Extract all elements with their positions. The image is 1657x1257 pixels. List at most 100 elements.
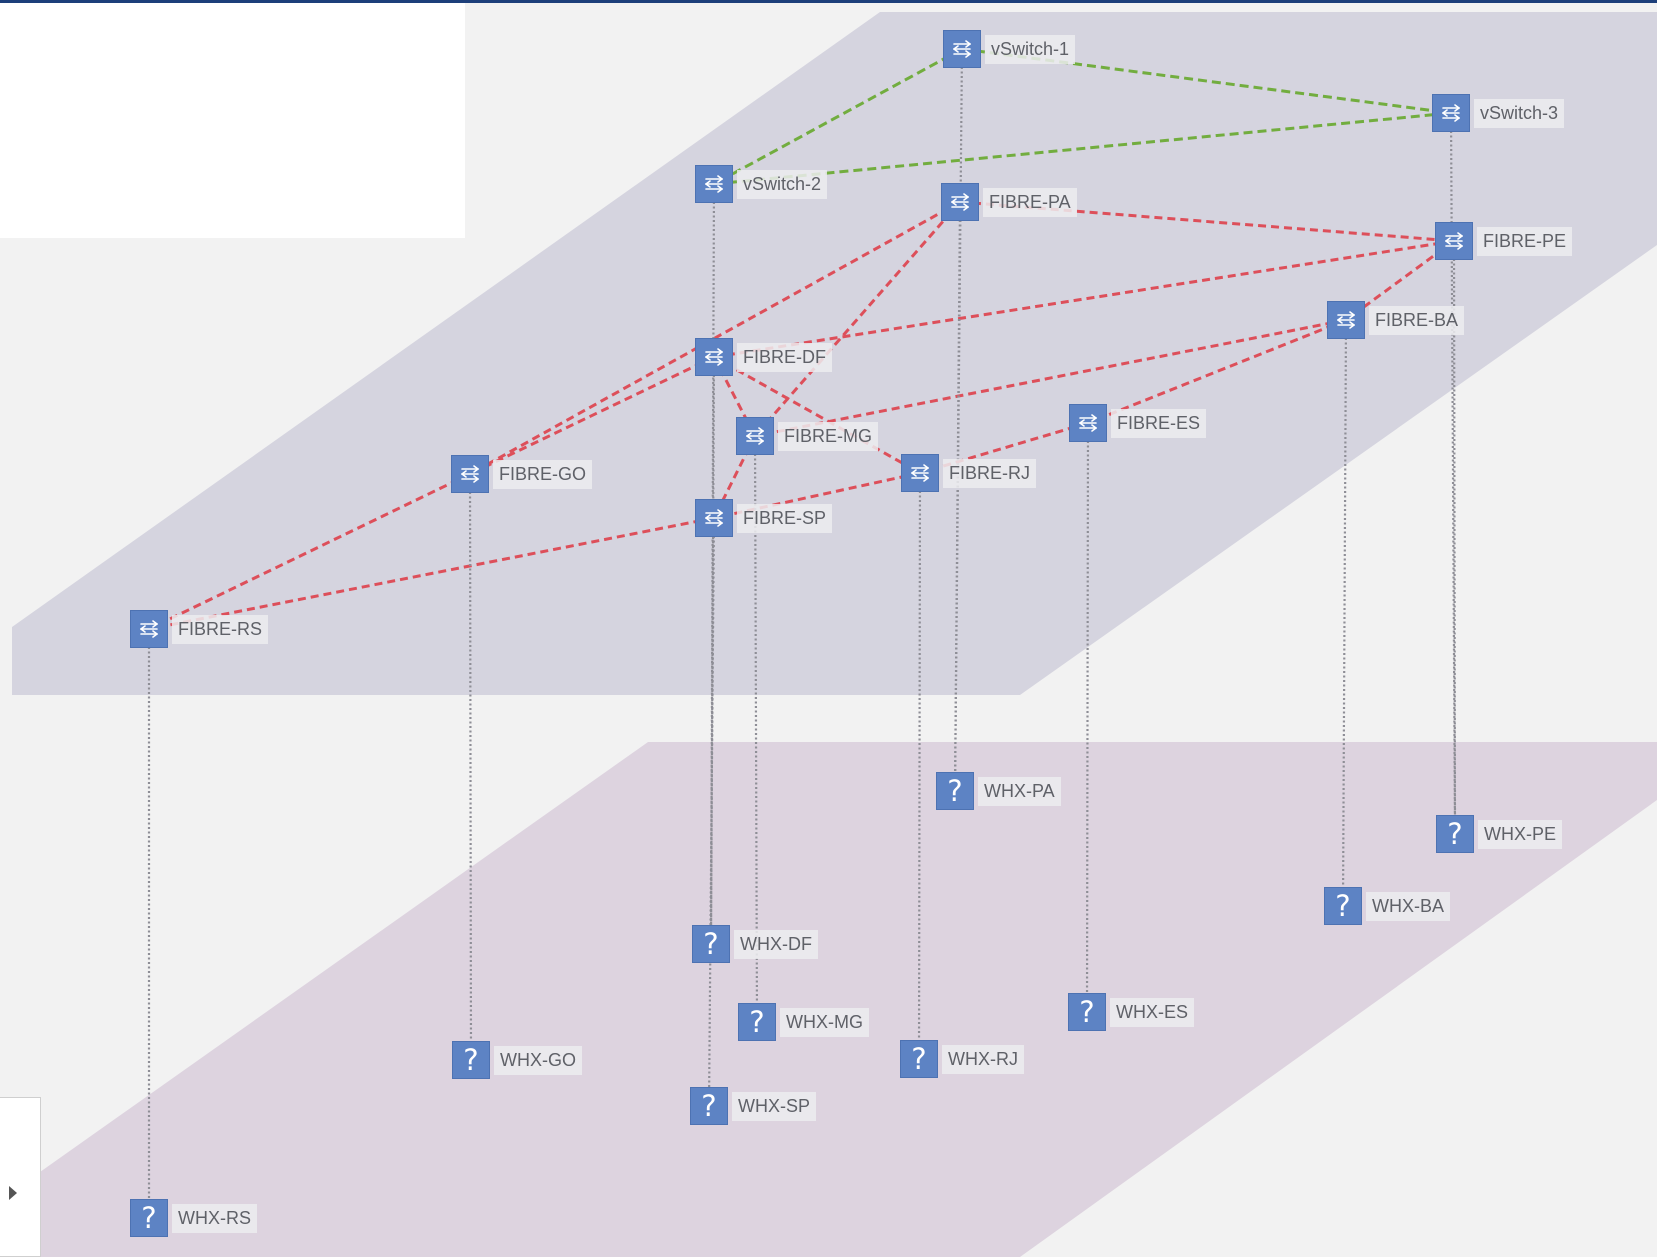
- node-sp[interactable]: FIBRE-SP: [695, 499, 833, 537]
- node-wdf[interactable]: ? WHX-DF: [692, 925, 818, 963]
- node-rs[interactable]: FIBRE-RS: [130, 610, 269, 648]
- fibre-link-df-rj[interactable]: [713, 355, 921, 475]
- fibre-link-ba-mg[interactable]: [754, 318, 1347, 438]
- membership-link-go-wgo[interactable]: [468, 473, 473, 1061]
- node-rj[interactable]: FIBRE-RJ: [901, 454, 1036, 492]
- network-switch-icon[interactable]: [736, 417, 774, 455]
- node-label: FIBRE-PA: [983, 187, 1077, 217]
- header-bar: [0, 0, 1657, 3]
- node-label: WHX-DF: [734, 929, 818, 959]
- node-vs2[interactable]: vSwitch-2: [695, 165, 828, 203]
- node-df[interactable]: FIBRE-DF: [695, 338, 832, 376]
- network-switch-icon[interactable]: [130, 610, 168, 648]
- node-wba[interactable]: ? WHX-BA: [1324, 887, 1450, 925]
- node-label: WHX-SP: [732, 1091, 816, 1121]
- network-switch-icon[interactable]: [941, 183, 979, 221]
- unknown-device-icon[interactable]: ?: [1068, 993, 1106, 1031]
- network-switch-icon: [140, 620, 158, 638]
- network-switch-icon[interactable]: [451, 455, 489, 493]
- node-label: WHX-MG: [780, 1007, 869, 1037]
- membership-link-ba-wba[interactable]: [1341, 319, 1348, 907]
- virtual-link-vs1-vs3[interactable]: [961, 47, 1452, 115]
- node-wes[interactable]: ? WHX-ES: [1068, 993, 1194, 1031]
- unknown-device-icon[interactable]: ?: [692, 925, 730, 963]
- network-switch-icon: [951, 193, 969, 211]
- network-switch-icon: [705, 509, 723, 527]
- membership-link-df-wdf[interactable]: [709, 356, 716, 945]
- unknown-device-icon[interactable]: ?: [130, 1199, 168, 1237]
- network-switch-icon[interactable]: [695, 499, 733, 537]
- info-panel: [0, 3, 465, 238]
- unknown-device-icon[interactable]: ?: [900, 1040, 938, 1078]
- membership-link-vs1-wpa[interactable]: [953, 48, 964, 792]
- fibre-link-ba-es[interactable]: [1087, 318, 1347, 425]
- layer-planes: [12, 12, 1657, 1257]
- virtual-link-vs1-vs2[interactable]: [713, 47, 963, 186]
- virtual-link-vs2-vs3[interactable]: [713, 111, 1452, 186]
- network-switch-icon: [1442, 104, 1460, 122]
- node-vs1[interactable]: vSwitch-1: [943, 30, 1076, 68]
- node-wpa[interactable]: ? WHX-PA: [936, 772, 1061, 810]
- network-switch-icon: [1079, 414, 1097, 432]
- node-label: FIBRE-DF: [737, 342, 832, 372]
- network-switch-icon: [1337, 311, 1355, 329]
- node-label: vSwitch-3: [1474, 98, 1565, 128]
- unknown-device-icon[interactable]: ?: [690, 1087, 728, 1125]
- node-label: WHX-RJ: [942, 1044, 1024, 1074]
- network-switch-icon[interactable]: [901, 454, 939, 492]
- fibre-link-df-go[interactable]: [469, 355, 715, 476]
- fibre-link-sp-rs[interactable]: [148, 516, 715, 631]
- node-label: WHX-ES: [1110, 997, 1194, 1027]
- network-switch-icon: [705, 175, 723, 193]
- network-switch-icon[interactable]: [1435, 222, 1473, 260]
- panel-toggle-button[interactable]: [0, 1097, 41, 1257]
- network-switch-icon[interactable]: [695, 165, 733, 203]
- node-ba[interactable]: FIBRE-BA: [1327, 301, 1465, 339]
- node-label: WHX-PE: [1478, 819, 1562, 849]
- node-go[interactable]: FIBRE-GO: [451, 455, 593, 493]
- node-label: WHX-PA: [978, 776, 1061, 806]
- unknown-device-icon[interactable]: ?: [1324, 887, 1362, 925]
- network-switch-icon[interactable]: [1069, 404, 1107, 442]
- membership-link-vs3-wpe[interactable]: [1449, 112, 1457, 835]
- node-wmg[interactable]: ? WHX-MG: [738, 1003, 869, 1041]
- node-pa[interactable]: FIBRE-PA: [941, 183, 1077, 221]
- node-label: FIBRE-PE: [1477, 226, 1573, 256]
- network-switch-icon[interactable]: [1432, 94, 1470, 132]
- node-pe[interactable]: FIBRE-PE: [1435, 222, 1573, 260]
- node-wsp[interactable]: ? WHX-SP: [690, 1087, 816, 1125]
- node-label: vSwitch-2: [737, 169, 828, 199]
- membership-link-sp-wsp[interactable]: [707, 517, 716, 1107]
- node-label: FIBRE-BA: [1369, 305, 1465, 335]
- network-switch-icon[interactable]: [1327, 301, 1365, 339]
- node-vs3[interactable]: vSwitch-3: [1432, 94, 1565, 132]
- unknown-device-icon[interactable]: ?: [738, 1003, 776, 1041]
- membership-link-rj-wrj[interactable]: [917, 472, 922, 1060]
- node-label: FIBRE-RJ: [943, 458, 1036, 488]
- node-label: FIBRE-MG: [778, 421, 878, 451]
- node-wpe[interactable]: ? WHX-PE: [1436, 815, 1562, 853]
- network-switch-icon: [1445, 232, 1463, 250]
- network-switch-icon[interactable]: [695, 338, 733, 376]
- node-wrj[interactable]: ? WHX-RJ: [900, 1040, 1024, 1078]
- node-label: WHX-BA: [1366, 891, 1450, 921]
- unknown-device-icon[interactable]: ?: [1436, 815, 1474, 853]
- node-es[interactable]: FIBRE-ES: [1069, 404, 1207, 442]
- upper-layer-plane: [12, 12, 1657, 695]
- membership-link-es-wes[interactable]: [1085, 422, 1090, 1013]
- node-wrs[interactable]: ? WHX-RS: [130, 1199, 257, 1237]
- membership-link-vs2-wdf[interactable]: [709, 183, 716, 945]
- node-label: FIBRE-RS: [172, 614, 269, 644]
- node-label: vSwitch-1: [985, 34, 1076, 64]
- node-wgo[interactable]: ? WHX-GO: [452, 1041, 582, 1079]
- node-mg[interactable]: FIBRE-MG: [736, 417, 878, 455]
- fibre-link-go-rs[interactable]: [148, 472, 471, 631]
- network-switch-icon: [705, 348, 723, 366]
- unknown-device-icon[interactable]: ?: [936, 772, 974, 810]
- fibre-link-pe-df[interactable]: [713, 239, 1455, 359]
- membership-link-mg-wmg[interactable]: [753, 435, 759, 1023]
- unknown-device-icon[interactable]: ?: [452, 1041, 490, 1079]
- node-label: WHX-RS: [172, 1203, 257, 1233]
- network-switch-icon[interactable]: [943, 30, 981, 68]
